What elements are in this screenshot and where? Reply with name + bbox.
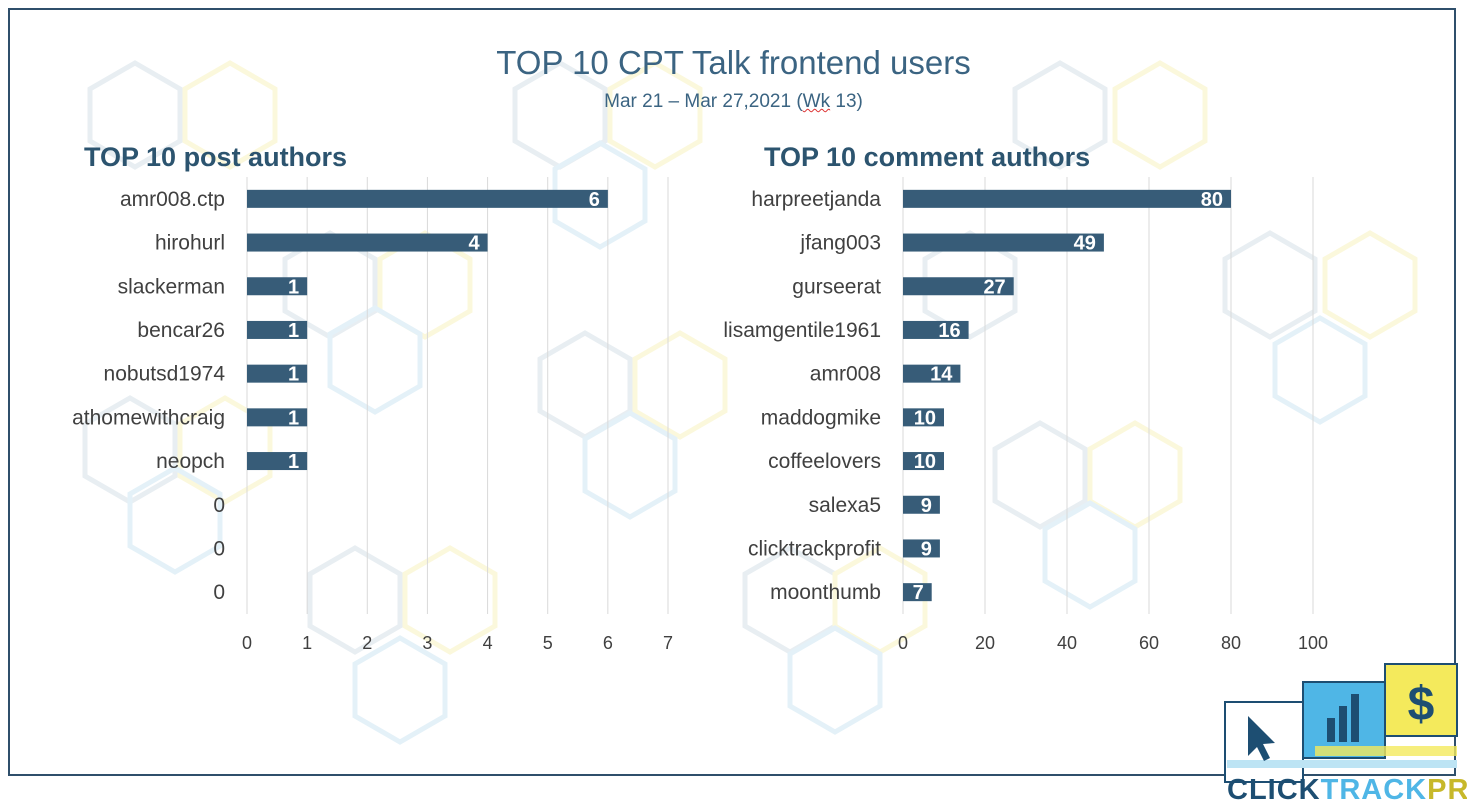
subtitle-end: 13) (830, 91, 863, 112)
cursor-icon (1248, 716, 1275, 761)
dollar-icon: $ (1408, 678, 1435, 731)
svg-text:$: $ (1408, 678, 1435, 731)
logo-text-track: TRACK (1320, 774, 1428, 806)
chart-frame (8, 8, 1456, 776)
logo-text-click: CLICK (1227, 774, 1321, 806)
comment-authors-chart-title: TOP 10 comment authors (764, 142, 1091, 172)
logo-text-profit: PROFIT (1427, 774, 1467, 806)
subtitle-date: Mar 21 – Mar 27,2021 ( (604, 91, 803, 112)
clicktrackprofit-logo: $ (1224, 663, 1458, 783)
page-subtitle: Mar 21 – Mar 27,2021 (Wk 13) (0, 91, 1467, 113)
page-title: TOP 10 CPT Talk frontend users (496, 44, 971, 81)
subtitle-wk: Wk (802, 91, 831, 112)
post-authors-chart-title: TOP 10 post authors (84, 142, 348, 172)
logo-wordmark: CLICKTRACKPROFIT (1227, 774, 1467, 807)
bar-chart-icon (1327, 694, 1359, 742)
